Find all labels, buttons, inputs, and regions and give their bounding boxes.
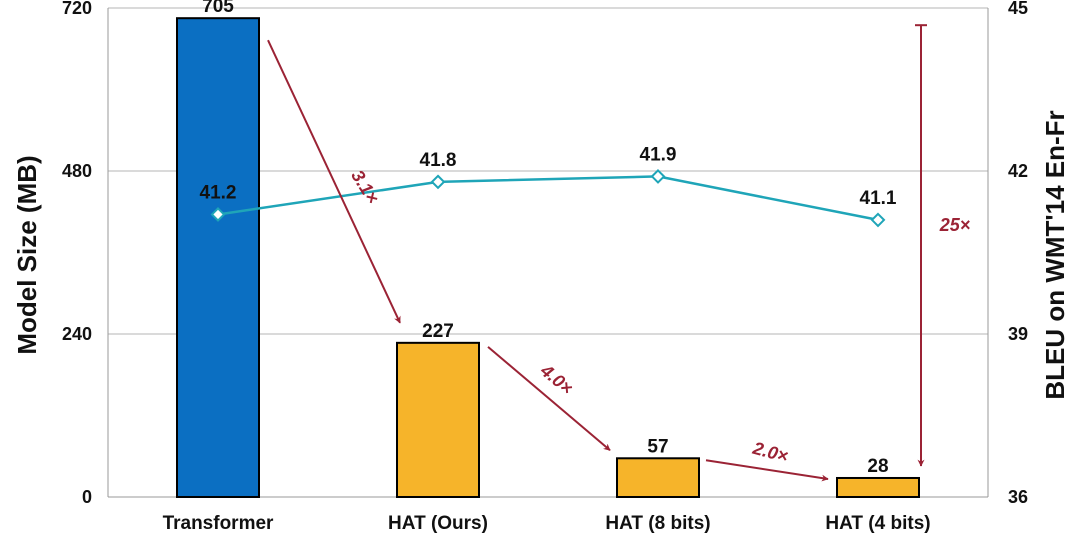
- annotation-arrow: [487, 346, 611, 452]
- bleu-marker: [650, 169, 666, 184]
- bleu-value-label: 41.1: [860, 188, 897, 209]
- annotation-arrow: [267, 39, 401, 324]
- bar-value-label: 227: [422, 321, 454, 342]
- bleu-series-line: [217, 175, 879, 222]
- bar-value-label: 705: [202, 0, 234, 17]
- bleu-value-label: 41.8: [420, 150, 457, 171]
- bleu-value-label: 41.2: [200, 182, 237, 203]
- bleu-marker: [210, 207, 226, 222]
- bar: [616, 457, 700, 499]
- bleu-value-label: 41.9: [640, 144, 677, 165]
- bar: [176, 17, 260, 498]
- annotation-arrows: 3.1×4.0×2.0×25×: [267, 24, 971, 482]
- y-axis-title: Model Size (MB): [12, 155, 42, 354]
- category-label: Transformer: [163, 513, 274, 534]
- y2-tick-label: 45: [1008, 0, 1028, 18]
- axes: Model Size (MB) BLEU on WMT'14 En-Fr: [12, 110, 1070, 399]
- bar: [396, 341, 480, 498]
- bar: [836, 476, 920, 499]
- annotation-label: 3.1×: [347, 166, 383, 207]
- y2-axis-title: BLEU on WMT'14 En-Fr: [1040, 110, 1070, 399]
- category-label: HAT (8 bits): [605, 513, 710, 534]
- category-label: HAT (4 bits): [825, 513, 930, 534]
- category-labels: Transformer HAT (Ours) HAT (8 bits) HAT (4 …: [163, 513, 931, 534]
- bleu-marker: [430, 174, 446, 190]
- annotation-label: 2.0×: [750, 438, 791, 467]
- y2-ticks: 36 39 42 45: [1008, 0, 1028, 507]
- y-tick-label: 480: [62, 161, 92, 181]
- bars: 705 227 57 28: [176, 0, 920, 499]
- bar-value-label: 28: [867, 456, 888, 477]
- bar-value-label: 57: [647, 436, 668, 457]
- y-ticks: 0 240 480 720: [62, 0, 92, 507]
- y-tick-label: 0: [82, 487, 92, 507]
- annotation-label: 25×: [939, 215, 971, 235]
- y-tick-label: 720: [62, 0, 92, 18]
- y-tick-label: 240: [62, 324, 92, 344]
- y2-tick-label: 39: [1008, 324, 1028, 344]
- annotation-arrow: [705, 459, 829, 482]
- bleu-line: 41.2 41.8 41.9 41.1: [200, 144, 897, 228]
- y2-tick-label: 36: [1008, 487, 1028, 507]
- category-label: HAT (Ours): [388, 513, 488, 534]
- y2-tick-label: 42: [1008, 161, 1028, 181]
- bleu-marker: [870, 212, 886, 228]
